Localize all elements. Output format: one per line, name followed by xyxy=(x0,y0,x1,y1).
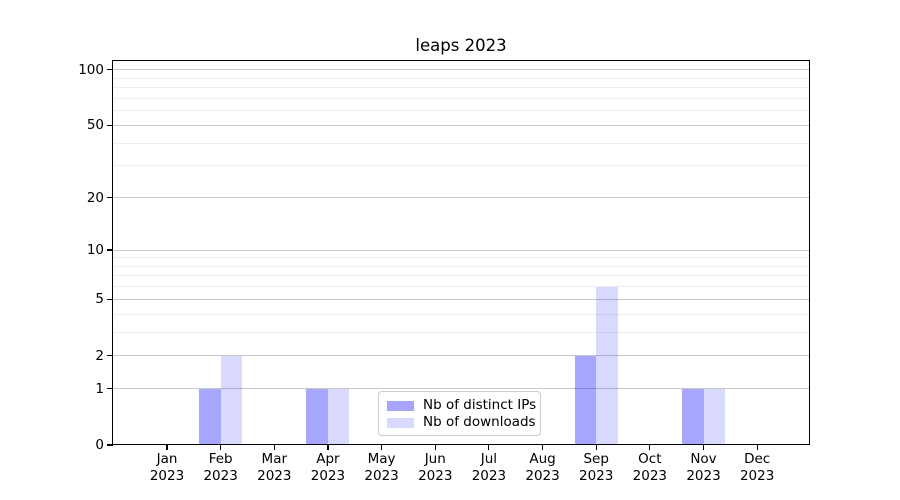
grid-line-major xyxy=(113,355,809,357)
downloads-swatch-icon xyxy=(387,417,414,428)
y-tick-label: 2 xyxy=(95,347,104,364)
y-tick-mark xyxy=(106,388,113,390)
grid-line-minor xyxy=(113,77,809,79)
x-tick-label: Aug 2023 xyxy=(525,451,560,484)
y-tick-label: 0 xyxy=(95,437,104,453)
x-tick-label: Apr 2023 xyxy=(310,451,346,484)
legend: Nb of distinct IPs Nb of downloads xyxy=(378,391,541,436)
grid-line-major xyxy=(113,69,809,71)
grid-line-major xyxy=(113,197,809,198)
x-tick-mark xyxy=(166,445,168,450)
bar-downloads-apr xyxy=(327,388,350,445)
x-tick-label: Jul 2023 xyxy=(471,451,507,484)
x-tick-label: Feb 2023 xyxy=(203,451,238,484)
x-tick-mark xyxy=(327,445,329,450)
grid-line-major xyxy=(113,249,809,251)
bar-downloads-sep xyxy=(596,286,618,445)
grid-line-minor xyxy=(113,142,809,144)
grid-line-major xyxy=(113,388,809,390)
grid-line-major xyxy=(113,124,809,126)
legend-entry: Nb of downloads xyxy=(387,414,536,431)
x-tick-mark xyxy=(381,445,383,450)
y-tick-label: 20 xyxy=(86,189,104,206)
distinct-ips-swatch-icon xyxy=(387,400,414,411)
legend-label: Nb of distinct IPs xyxy=(423,397,537,413)
y-tick-mark xyxy=(106,444,113,446)
x-tick-label: Mar 2023 xyxy=(257,451,292,484)
x-tick-mark xyxy=(541,445,544,450)
grid-line-minor xyxy=(113,275,809,277)
grid-line-minor xyxy=(113,331,809,333)
x-tick-mark xyxy=(649,445,651,450)
y-tick-label: 5 xyxy=(95,291,104,308)
y-tick-label: 10 xyxy=(86,242,104,259)
y-tick-mark xyxy=(106,69,113,71)
legend-entry: Nb of distinct IPs xyxy=(387,397,536,414)
chart-title: leaps 2023 xyxy=(415,36,507,55)
grid-line-minor xyxy=(113,265,809,267)
bar-distinct-ips-nov xyxy=(682,388,704,445)
grid-line-minor xyxy=(113,313,809,315)
y-tick-mark xyxy=(106,124,113,126)
bar-downloads-nov xyxy=(703,388,725,445)
y-tick-mark xyxy=(106,196,113,199)
legend-label: Nb of downloads xyxy=(423,414,536,430)
x-tick-mark xyxy=(756,445,758,450)
x-tick-mark xyxy=(220,445,222,450)
bar-distinct-ips-apr xyxy=(306,388,328,445)
x-tick-label: Sep 2023 xyxy=(579,451,614,484)
plot-frame xyxy=(112,60,810,445)
x-tick-mark xyxy=(273,445,275,450)
x-tick-label: Dec 2023 xyxy=(739,451,775,484)
y-tick-mark xyxy=(106,298,113,300)
x-tick-mark xyxy=(434,445,436,450)
y-tick-mark xyxy=(106,355,113,357)
y-tick-label: 50 xyxy=(86,117,104,134)
grid-line-minor xyxy=(113,97,809,99)
grid-line-minor xyxy=(113,87,809,89)
y-tick-label: 100 xyxy=(78,61,104,78)
x-tick-label: Jun 2023 xyxy=(418,451,453,484)
bar-downloads-feb xyxy=(220,355,243,445)
grid-line-minor xyxy=(113,257,809,259)
bar-distinct-ips-sep xyxy=(574,355,597,445)
grid-line-minor xyxy=(113,110,809,112)
grid-line-major xyxy=(113,298,809,300)
x-tick-label: Nov 2023 xyxy=(686,451,721,484)
x-tick-mark xyxy=(595,445,597,450)
y-tick-label: 1 xyxy=(95,380,104,397)
x-tick-label: May 2023 xyxy=(364,451,399,484)
x-tick-label: Jan 2023 xyxy=(149,451,185,484)
x-tick-mark xyxy=(702,445,705,450)
y-tick-mark xyxy=(106,249,113,251)
grid-line-minor xyxy=(113,286,809,288)
x-tick-mark xyxy=(488,445,490,450)
x-tick-label: Oct 2023 xyxy=(632,451,668,484)
grid-line-minor xyxy=(113,165,809,167)
bar-distinct-ips-feb xyxy=(199,388,221,445)
